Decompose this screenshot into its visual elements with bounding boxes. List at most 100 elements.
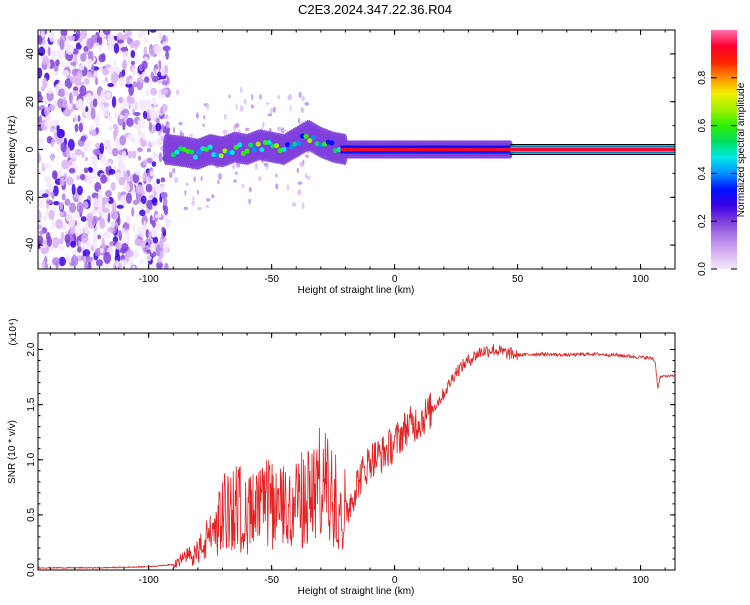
noise-speckle xyxy=(248,186,252,193)
x-tick-label: -100 xyxy=(139,274,159,285)
noise-speckle xyxy=(196,189,200,195)
noise-speckle xyxy=(138,99,146,105)
colorbar-gradient xyxy=(711,30,737,269)
noise-speckle xyxy=(275,183,279,190)
noise-speckle xyxy=(50,153,55,162)
signal-blob xyxy=(244,148,250,154)
signal-blob xyxy=(170,152,176,158)
noise-speckle xyxy=(62,97,67,109)
noise-speckle xyxy=(115,259,119,269)
noise-speckle xyxy=(145,228,150,239)
snr-x-label: Height of straight line (km) xyxy=(298,586,415,597)
noise-speckle xyxy=(148,231,152,239)
noise-speckle xyxy=(157,256,162,264)
noise-speckle xyxy=(132,136,136,144)
noise-speckle xyxy=(68,167,76,174)
noise-speckle xyxy=(69,216,76,228)
spectrogram-x-ticks: -100 -50 0 50 100 xyxy=(49,30,666,285)
noise-speckle xyxy=(86,71,92,78)
signal-blob xyxy=(185,148,191,154)
colorbar: 0.0 0.2 0.4 0.6 0.8 Normalized spectral ampl… xyxy=(697,30,747,276)
noise-speckle xyxy=(298,117,301,124)
noise-speckle xyxy=(120,259,127,267)
y-tick-label: 1.0 xyxy=(26,452,37,466)
noise-speckle xyxy=(46,87,54,94)
noise-speckle xyxy=(203,114,206,120)
noise-speckle xyxy=(41,260,46,269)
noise-speckle xyxy=(115,241,122,250)
noise-speckle xyxy=(248,198,251,205)
colorbar-tick-label: 0.4 xyxy=(697,166,708,180)
noise-speckle xyxy=(90,107,96,120)
signal-blob xyxy=(181,146,187,152)
signal-blob xyxy=(285,142,291,148)
noise-speckle xyxy=(107,44,113,52)
noise-speckle xyxy=(87,58,93,69)
noise-speckle xyxy=(150,140,158,146)
noise-speckle xyxy=(77,240,82,248)
noise-speckle xyxy=(121,242,129,253)
noise-speckle xyxy=(42,77,48,89)
noise-speckle xyxy=(41,30,45,39)
noise-speckle xyxy=(77,246,82,253)
noise-speckle xyxy=(72,86,79,91)
noise-speckle xyxy=(223,113,227,120)
noise-speckle xyxy=(64,233,71,244)
noise-speckle xyxy=(141,116,145,129)
noise-speckle xyxy=(205,204,210,209)
noise-speckle xyxy=(133,124,141,130)
noise-speckle xyxy=(44,106,51,117)
noise-speckle xyxy=(137,225,141,237)
noise-speckle xyxy=(86,213,94,223)
x-tick-label: 50 xyxy=(512,274,524,285)
noise-speckle xyxy=(97,95,102,101)
signal-blob xyxy=(192,154,198,160)
noise-speckle xyxy=(148,48,155,57)
noise-speckle xyxy=(254,162,259,170)
noise-speckle xyxy=(84,156,89,162)
noise-speckle xyxy=(146,157,153,164)
signal-blob xyxy=(218,153,224,159)
noise-speckle xyxy=(45,114,52,122)
noise-speckle xyxy=(113,60,117,67)
noise-speckle xyxy=(123,171,128,181)
y-tick-label: 0.5 xyxy=(26,507,37,521)
noise-speckle xyxy=(138,79,146,84)
noise-speckle xyxy=(131,207,135,217)
noise-speckle xyxy=(129,173,134,184)
x-tick-label: 100 xyxy=(632,575,649,586)
noise-speckle xyxy=(122,200,127,206)
signal-blob xyxy=(303,133,309,139)
noise-speckle xyxy=(38,151,41,163)
spectrogram-x-label: Height of straight line (km) xyxy=(298,285,415,296)
noise-speckle xyxy=(93,42,100,47)
noise-speckle xyxy=(100,174,107,184)
noise-speckle xyxy=(211,194,215,199)
signal-blob xyxy=(196,149,202,155)
noise-speckle xyxy=(38,195,42,204)
signal-blob xyxy=(226,150,232,156)
noise-speckle xyxy=(69,75,78,84)
noise-speckle xyxy=(110,71,119,84)
signal-blob xyxy=(270,143,276,149)
noise-speckle xyxy=(126,192,132,204)
noise-speckle xyxy=(84,261,88,269)
noise-speckle xyxy=(41,193,49,198)
noise-speckle xyxy=(231,164,236,170)
noise-speckle xyxy=(78,122,83,133)
signal-blob xyxy=(322,141,328,147)
signal-blob xyxy=(296,141,302,147)
noise-speckle xyxy=(38,235,44,246)
y-tick-label: 0 xyxy=(25,146,36,152)
noise-speckle xyxy=(71,254,79,267)
noise-speckle xyxy=(126,176,130,185)
noise-speckle xyxy=(195,112,199,119)
noise-speckle xyxy=(42,55,49,66)
snr-line xyxy=(38,344,675,570)
spectrogram-y-ticks: -40 -20 0 20 40 xyxy=(25,29,675,270)
noise-speckle xyxy=(113,42,120,54)
noise-speckle xyxy=(95,77,99,86)
noise-speckle xyxy=(54,83,59,94)
noise-speckle xyxy=(66,253,70,265)
noise-speckle xyxy=(69,153,78,159)
